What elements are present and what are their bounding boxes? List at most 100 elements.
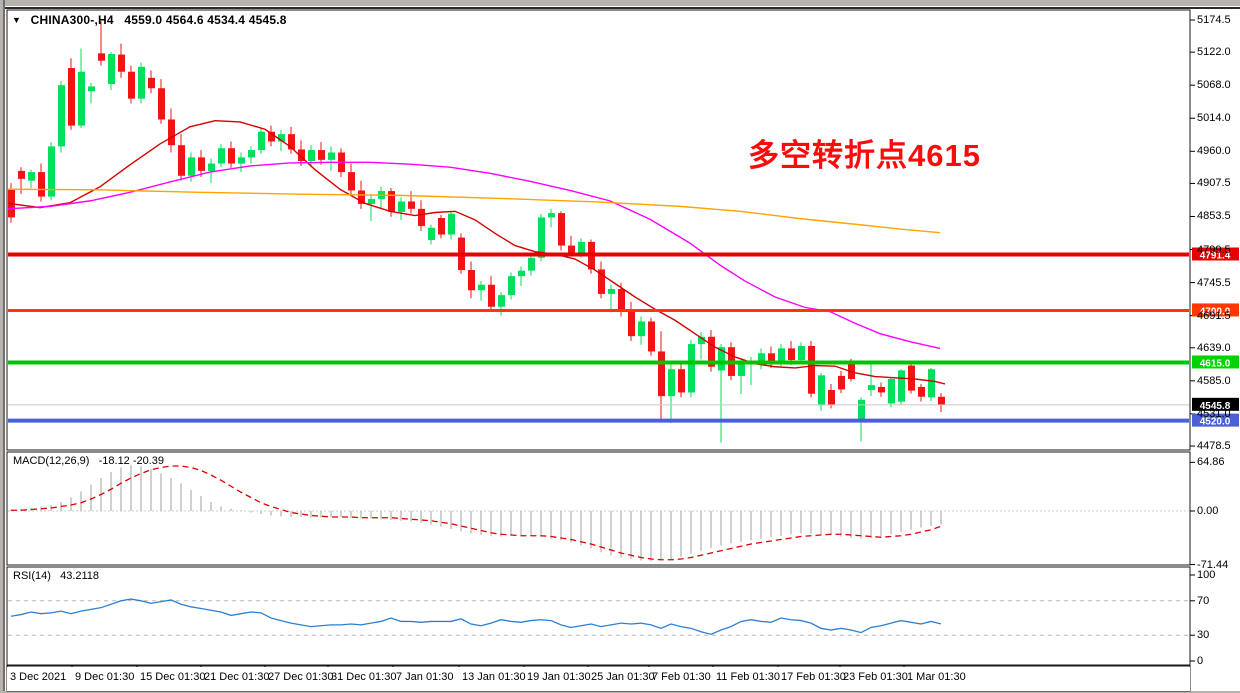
price-chip-text: 4700.0 [1200, 306, 1231, 317]
candle-body [158, 88, 165, 120]
candle-body [878, 386, 885, 393]
candle-body [118, 54, 125, 72]
date-axis-strip[interactable]: 3 Dec 2021 9 Dec 01:30 15 Dec 01:30 21 Dec … [7, 667, 1190, 691]
window-left-border-line [3, 0, 5, 693]
ma-slow-orange-line [7, 188, 941, 234]
candle-body [108, 53, 115, 84]
candle-body [668, 369, 675, 397]
date-label: 25 Jan 01:30 [591, 671, 655, 683]
candle-body [788, 348, 795, 361]
candle-body [508, 276, 515, 296]
candle-body [548, 213, 555, 218]
price-tick-label: 4691.5 [1197, 309, 1231, 322]
candle-body [208, 163, 215, 171]
rsi-indicator-label: RSI(14) 43.2118 [13, 570, 99, 582]
candle-body [98, 53, 105, 61]
price-chip-4791.4 [1192, 247, 1239, 261]
date-label: 7 Feb 01:30 [652, 671, 711, 683]
candle-body [358, 190, 365, 204]
candle-body [48, 146, 55, 197]
price-tick-label: 4639.0 [1197, 341, 1231, 354]
candle-body [698, 336, 705, 345]
candle-body [578, 241, 585, 253]
candle-body [18, 170, 25, 179]
candle-body [918, 386, 925, 397]
candle-body [278, 134, 285, 142]
macd-signal-line [11, 465, 942, 561]
candle-body [808, 345, 815, 394]
candle-body [328, 152, 335, 160]
candle-body [538, 217, 545, 258]
candle-body [428, 227, 435, 241]
macd-values: -18.12 -20.39 [98, 455, 165, 467]
candle-body [778, 348, 785, 362]
price-tick-label: 4960.0 [1197, 145, 1231, 158]
price-tick-label: 5014.0 [1197, 112, 1231, 125]
candle-body [398, 201, 405, 212]
date-label: 31 Dec 01:30 [331, 671, 397, 683]
ohlc-values: 4559.0 4564.6 4534.4 4545.8 [124, 13, 287, 27]
date-label: 27 Dec 01:30 [268, 671, 334, 683]
candle-body [868, 385, 875, 391]
window-left-border [0, 0, 3, 693]
macd-tick-label: 64.86 [1197, 456, 1225, 469]
candle-body [738, 364, 745, 376]
candle-body [168, 119, 175, 146]
candle-body [148, 77, 155, 89]
candle-body [238, 157, 245, 164]
price-tick-label: 4799.5 [1197, 243, 1231, 256]
price-tick-label: 4745.5 [1197, 276, 1231, 289]
candle-body [888, 378, 895, 404]
price-tick-label: 4907.5 [1197, 177, 1231, 190]
candle-body [928, 369, 935, 398]
date-label: 11 Feb 01:30 [716, 671, 781, 683]
candle-body [418, 208, 425, 226]
candle-body [128, 71, 135, 99]
date-label: 19 Jan 01:30 [527, 671, 591, 683]
macd-panel[interactable] [6, 451, 1191, 566]
candle-body [388, 191, 395, 212]
ma-fast-red-line [7, 119, 946, 385]
candle-body [308, 150, 315, 162]
price-chip-4700.0 [1192, 303, 1239, 317]
candle-body [898, 370, 905, 402]
rsi-tick-label: 0 [1197, 655, 1204, 667]
candle-body [558, 213, 565, 246]
price-chip-text: 4520.0 [1200, 417, 1231, 428]
candle-body [178, 145, 185, 176]
candle-body [838, 375, 845, 390]
symbol-title-line: ▼ CHINA300-,H4 4559.0 4564.6 4534.4 4545… [12, 13, 287, 27]
candle-body [268, 131, 275, 142]
price-chip-text: 4615.0 [1200, 358, 1231, 369]
rsi-name: RSI(14) [13, 570, 51, 582]
candle-body [648, 321, 655, 352]
candle-body [88, 86, 95, 92]
date-label: 21 Dec 01:30 [204, 671, 270, 683]
date-label: 17 Feb 01:30 [781, 671, 846, 683]
price-tick-label: 4531.0 [1197, 407, 1231, 420]
candle-body [628, 311, 635, 337]
candle-body [58, 85, 65, 147]
candle-body [528, 257, 535, 271]
candle-body [518, 270, 525, 277]
rsi-panel[interactable] [6, 566, 1191, 666]
date-label: 15 Dec 01:30 [140, 671, 206, 683]
candle-body [658, 351, 665, 397]
candle-body [138, 66, 145, 99]
collapse-triangle-icon[interactable]: ▼ [12, 15, 22, 25]
candle-body [38, 172, 45, 197]
candle-body [478, 284, 485, 291]
price-chip-4520.0 [1192, 413, 1239, 427]
price-chip-text: 4791.4 [1200, 250, 1231, 261]
symbol-name: CHINA300-,H4 [30, 13, 114, 27]
candle-body [608, 289, 615, 294]
candle-body [438, 218, 445, 235]
candle-body [218, 148, 225, 164]
candle-body [568, 245, 575, 253]
price-tick-label: 4853.5 [1197, 210, 1231, 223]
main-chart-panel[interactable] [6, 9, 1191, 451]
candle-body [718, 347, 725, 371]
candle-body [248, 150, 255, 158]
price-tick-label: 5068.0 [1197, 79, 1231, 92]
